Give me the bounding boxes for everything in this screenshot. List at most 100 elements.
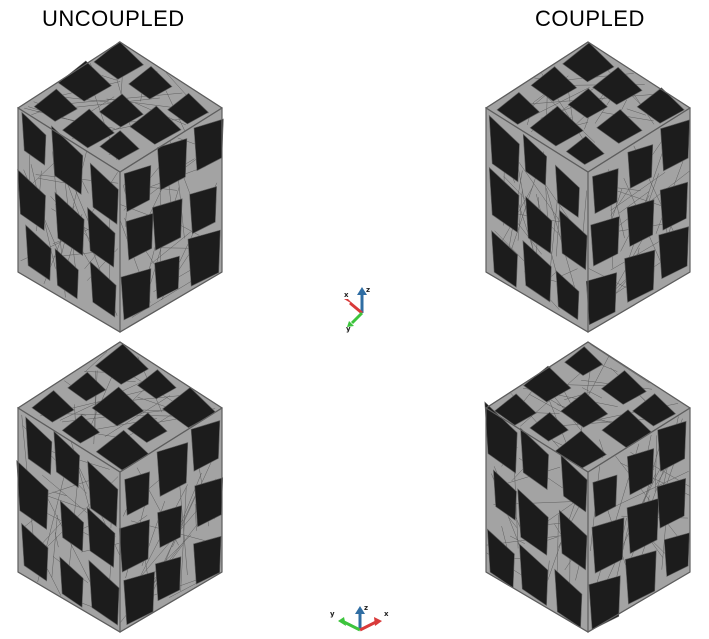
mesh-line — [581, 387, 603, 399]
mesh-line — [132, 394, 186, 401]
cell-hole — [493, 469, 517, 521]
cell-hole — [636, 87, 685, 124]
cell-hole — [31, 390, 75, 423]
mesh-line — [582, 190, 587, 236]
coupled-heading: COUPLED — [535, 6, 645, 31]
mesh-line — [517, 189, 523, 241]
cell-hole — [592, 474, 618, 518]
mesh-line — [52, 491, 67, 496]
cell-hole — [494, 393, 537, 426]
cell-hole — [59, 556, 84, 608]
cell-hole — [632, 393, 677, 427]
cell-hole — [54, 247, 79, 300]
mesh-line — [101, 75, 117, 81]
cell-hole — [517, 488, 549, 556]
cell-hole — [189, 186, 217, 235]
cell-hole — [590, 216, 620, 267]
cell-hole — [89, 162, 119, 225]
cell-hole — [21, 111, 47, 166]
axis-label-x: x — [384, 610, 389, 618]
cell-hole — [187, 229, 221, 287]
coupled-cube-bottom — [484, 341, 691, 633]
cell-hole — [627, 144, 654, 189]
cell-hole — [62, 108, 115, 149]
cell-hole — [520, 427, 549, 491]
cell-hole — [625, 550, 657, 605]
cell-hole — [61, 414, 101, 444]
cell-hole — [663, 532, 690, 577]
mesh-line — [610, 172, 666, 211]
cell-hole — [167, 92, 209, 125]
axis-label-y: y — [346, 325, 351, 333]
cell-hole — [95, 429, 150, 471]
cell-hole — [529, 105, 584, 147]
cell-hole — [118, 519, 150, 573]
mesh-line — [607, 471, 689, 511]
cell-hole — [123, 164, 152, 213]
cell-hole — [530, 66, 578, 102]
cell-hole — [129, 105, 182, 145]
cell-hole — [600, 370, 647, 405]
axis-label-y: y — [330, 610, 335, 618]
cell-hole — [592, 66, 643, 105]
cell-hole — [152, 198, 183, 251]
cell-hole — [157, 138, 188, 191]
cell-hole — [87, 206, 116, 268]
cell-hole — [555, 269, 580, 321]
cell-hole — [656, 478, 686, 529]
cell-hole — [33, 88, 78, 122]
cell-hole — [491, 230, 518, 288]
uncoupled-heading: UNCOUPLED — [42, 6, 185, 31]
cell-hole — [659, 181, 688, 231]
cell-hole — [89, 260, 117, 318]
cell-hole — [560, 391, 609, 428]
mesh-line — [125, 212, 127, 227]
cell-hole — [87, 460, 119, 527]
cell-hole — [94, 343, 149, 385]
cell-hole — [127, 412, 168, 443]
cell-hole — [21, 522, 49, 582]
cell-hole — [488, 166, 520, 233]
cell-hole — [484, 401, 518, 474]
cell-hole — [53, 430, 80, 489]
axis-label-x: x — [344, 291, 349, 299]
cell-hole — [162, 387, 217, 429]
cell-hole — [488, 114, 520, 183]
mesh-line — [54, 532, 59, 548]
axis-triad-bottom: y z x — [330, 604, 389, 632]
cell-hole — [16, 459, 49, 530]
cell-hole — [193, 535, 222, 585]
cell-hole — [51, 125, 84, 195]
mesh-line — [618, 191, 650, 214]
cell-hole — [627, 448, 655, 496]
axis-label-z: z — [366, 286, 370, 294]
cell-hole — [194, 477, 224, 528]
cell-hole — [522, 133, 547, 187]
cell-hole — [496, 92, 541, 125]
cell-hole — [564, 346, 604, 376]
cell-hole — [657, 420, 687, 472]
mesh-line — [138, 515, 148, 522]
cell-hole — [88, 559, 120, 626]
cell-hole — [558, 509, 588, 571]
cell-hole — [588, 575, 621, 630]
cell-hole — [624, 249, 656, 303]
mesh-line — [85, 351, 108, 372]
cell-hole — [99, 93, 144, 128]
mesh-line — [194, 503, 197, 531]
cell-hole — [137, 369, 177, 400]
cell-hole — [560, 454, 588, 513]
cell-hole — [565, 135, 605, 165]
mesh-line — [38, 178, 65, 184]
coupled-cube-top — [485, 41, 691, 333]
uncoupled-cube-top — [17, 41, 224, 333]
cell-hole — [567, 88, 608, 119]
cell-hole — [25, 224, 52, 281]
cell-hole — [591, 517, 625, 574]
axis-label-z: z — [364, 604, 368, 612]
cell-hole — [155, 556, 182, 602]
mesh-line — [590, 344, 650, 384]
cell-hole — [522, 239, 552, 303]
cell-hole — [91, 386, 145, 427]
cell-hole — [156, 442, 189, 497]
